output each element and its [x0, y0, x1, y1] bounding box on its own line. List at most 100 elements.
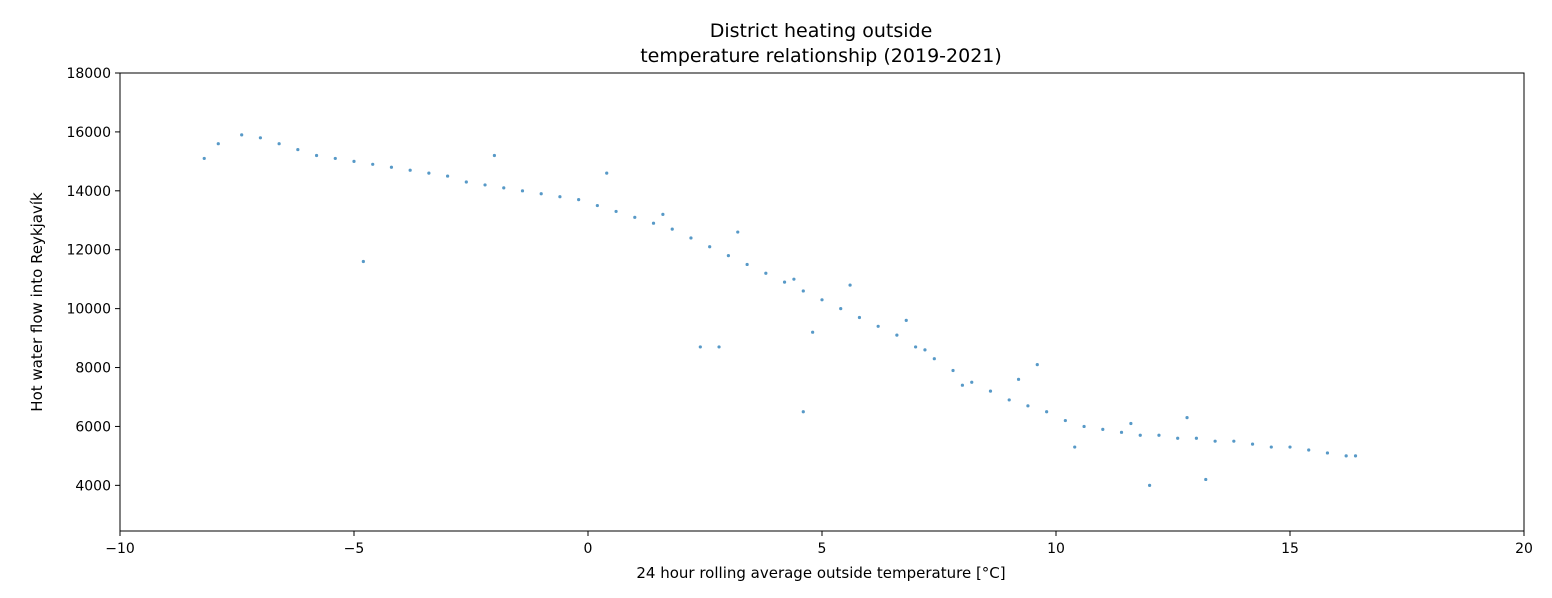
scatter-point	[216, 142, 220, 146]
x-tick-label: 10	[1047, 541, 1065, 557]
scatter-point	[932, 357, 936, 361]
scatter-point	[661, 212, 665, 216]
y-tick-label: 16000	[66, 125, 111, 141]
scatter-point	[492, 153, 496, 158]
scatter-point	[1026, 404, 1030, 408]
scatter-point	[1176, 436, 1180, 440]
scatter-point	[1063, 418, 1067, 423]
scatter-point	[1185, 416, 1189, 420]
y-tick-label: 14000	[66, 184, 111, 200]
scatter-point	[988, 389, 993, 393]
scatter-point	[258, 136, 262, 140]
scatter-point	[1232, 439, 1236, 443]
scatter-point	[371, 162, 375, 166]
scatter-point	[1148, 483, 1152, 487]
scatter-point	[605, 171, 609, 175]
scatter-point	[857, 315, 862, 320]
scatter-point	[951, 368, 955, 373]
x-axis-label: 24 hour rolling average outside temperat…	[636, 564, 1005, 582]
scatter-point	[914, 345, 918, 349]
scatter-point	[1269, 445, 1273, 449]
scatter-point	[1194, 436, 1198, 440]
scatter-point	[1204, 477, 1208, 482]
scatter-point	[446, 174, 450, 178]
scatter-point	[876, 324, 880, 328]
scatter-point	[839, 307, 843, 311]
scatter-point	[970, 380, 974, 384]
x-tick-label: 15	[1281, 541, 1299, 557]
scatter-point	[717, 345, 721, 349]
scatter-point	[1101, 427, 1105, 431]
scatter-point	[502, 186, 506, 190]
scatter-point	[1353, 454, 1358, 458]
scatter-points	[202, 133, 1358, 487]
scatter-point	[923, 348, 927, 352]
y-axis: 4000 6000 8000 10000 12000 14000 16000 18000	[66, 66, 120, 494]
scatter-point	[904, 318, 908, 323]
scatter-point	[1307, 448, 1311, 452]
scatter-point	[736, 230, 740, 234]
scatter-point	[202, 156, 206, 161]
scatter-point	[1045, 410, 1049, 414]
scatter-point	[483, 183, 487, 187]
scatter-point	[1250, 442, 1255, 446]
scatter-point	[811, 330, 815, 334]
scatter-point	[520, 189, 525, 193]
scatter-point	[698, 345, 702, 349]
scatter-point	[427, 171, 431, 175]
scatter-point	[708, 245, 712, 249]
scatter-point	[670, 227, 674, 231]
plot-frame	[119, 72, 1525, 532]
scatter-point	[277, 142, 281, 146]
scatter-point	[1288, 445, 1292, 449]
chart-title-line-1: District heating outside	[710, 20, 933, 42]
y-tick-label: 6000	[75, 419, 111, 435]
scatter-point	[1325, 451, 1330, 455]
scatter-point	[801, 289, 805, 293]
scatter-point	[296, 147, 300, 152]
scatter-point	[361, 259, 365, 264]
x-tick-label: 5	[818, 541, 827, 557]
scatter-point	[848, 283, 852, 287]
y-tick-label: 8000	[75, 361, 111, 377]
scatter-point	[333, 156, 337, 161]
x-tick-label: 0	[584, 541, 593, 557]
scatter-point	[651, 221, 656, 225]
scatter-point	[1213, 439, 1217, 443]
y-tick-label: 12000	[66, 243, 111, 259]
scatter-point	[960, 383, 965, 387]
scatter-point	[1035, 362, 1039, 367]
scatter-point	[614, 209, 618, 214]
scatter-point	[726, 254, 731, 258]
scatter-point	[782, 280, 787, 284]
scatter-point	[1082, 424, 1086, 429]
scatter-point	[464, 180, 468, 184]
scatter-point	[1016, 377, 1021, 381]
scatter-point	[801, 410, 805, 414]
scatter-point	[1119, 430, 1124, 434]
scatter-point	[1129, 421, 1133, 426]
x-tick-label: 20	[1515, 541, 1533, 557]
scatter-point	[240, 133, 244, 137]
scatter-point	[1138, 433, 1142, 437]
y-tick-label: 4000	[75, 478, 111, 494]
scatter-point	[820, 298, 824, 302]
scatter-point	[633, 215, 637, 219]
scatter-point	[1073, 445, 1077, 449]
scatter-point	[408, 168, 412, 172]
scatter-point	[314, 153, 319, 158]
scatter-point	[389, 165, 394, 169]
scatter-point	[352, 159, 356, 163]
scatter-point	[577, 198, 581, 202]
y-tick-label: 10000	[66, 302, 111, 318]
chart-title-line-2: temperature relationship (2019-2021)	[640, 45, 1002, 67]
scatter-point	[1157, 433, 1161, 437]
scatter-point	[745, 262, 749, 267]
y-axis-label: Hot water flow into Reykjavík	[28, 192, 46, 412]
scatter-point	[764, 271, 768, 275]
x-axis: −10 −5 0 5 10 15 20	[105, 531, 1533, 557]
scatter-point	[1344, 454, 1348, 458]
scatter-point	[558, 195, 562, 199]
y-tick-label: 18000	[66, 66, 111, 82]
